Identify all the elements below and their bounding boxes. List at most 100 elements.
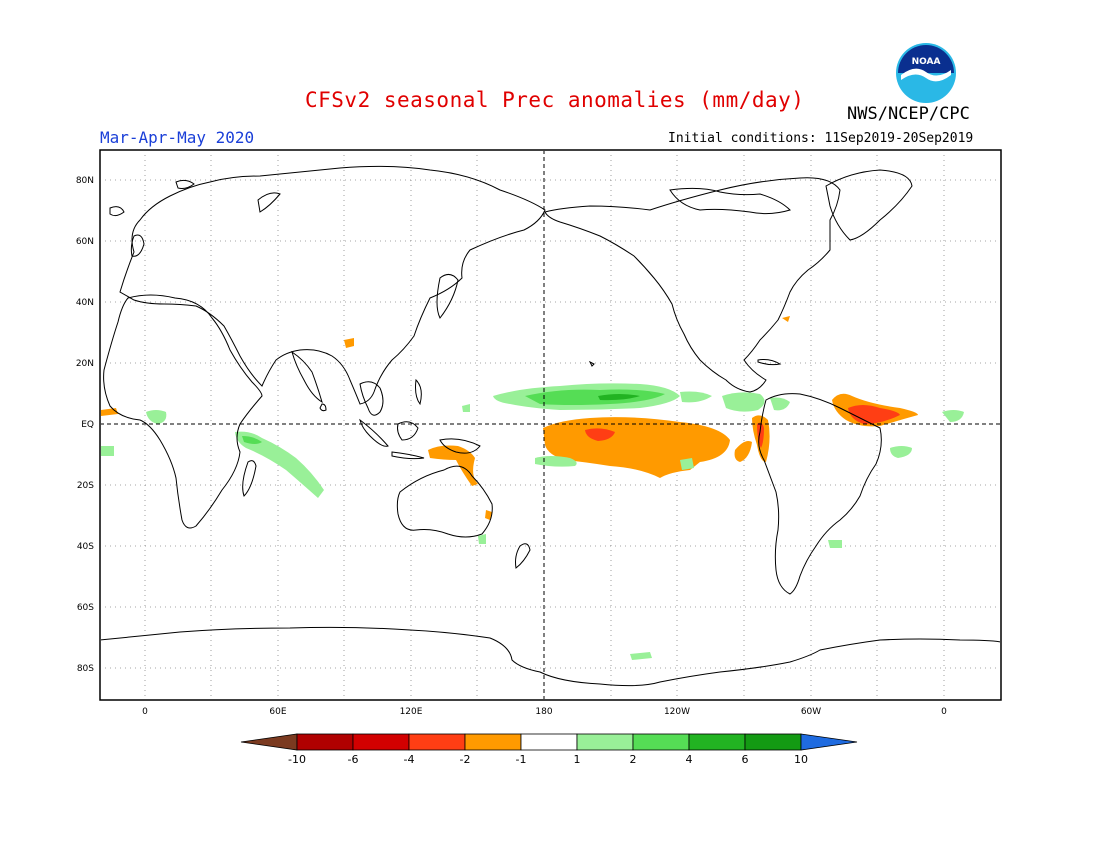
south-pacific-wet-strip xyxy=(535,456,577,467)
india-coastline xyxy=(291,350,323,404)
lat-label: EQ xyxy=(81,420,94,430)
sumatra-coastline xyxy=(359,418,389,447)
agency-label: NWS/NCEP/CPC xyxy=(847,104,970,124)
colorbar-label: -4 xyxy=(404,753,415,766)
colorbar-label: -6 xyxy=(348,753,359,766)
tasman-wet-patch xyxy=(478,534,486,544)
lon-label: 120W xyxy=(664,707,690,717)
lon-label: 60W xyxy=(801,707,821,717)
east-australia-dry-patch xyxy=(485,510,492,520)
colorbar-label: -2 xyxy=(460,753,471,766)
colorbar-segment xyxy=(464,733,522,751)
north-pacific-wet-max xyxy=(598,394,640,401)
colorbar-high-arrow xyxy=(800,733,858,751)
svalbard-coastline xyxy=(175,179,195,189)
new-zealand-coastline xyxy=(515,543,531,569)
lat-label: 40N xyxy=(76,298,94,308)
colorbar-segment xyxy=(744,733,802,751)
lat-label: 60N xyxy=(76,237,94,247)
lon-label: 180 xyxy=(535,707,552,717)
colorbar-label: 10 xyxy=(794,753,808,766)
gulf-guinea-wet-patch xyxy=(101,446,114,456)
east-pacific-wet-patch xyxy=(722,392,765,412)
east-pacific-dry-patch xyxy=(734,441,752,462)
south-atlantic-wet-patch xyxy=(828,540,842,548)
lat-label: 40S xyxy=(77,542,94,552)
new-guinea-coastline xyxy=(439,438,481,454)
colorbar-label: 1 xyxy=(574,753,581,766)
lat-label: 20N xyxy=(76,359,94,369)
lon-label: 120E xyxy=(400,707,423,717)
indian-ocean-wet-core xyxy=(242,436,262,444)
greenland-coastline xyxy=(825,169,913,241)
sri-lanka-coastline xyxy=(319,403,327,412)
noaa-logo-icon: NOAA xyxy=(895,42,957,104)
logo-text: NOAA xyxy=(912,57,941,67)
wet-anomaly-regions xyxy=(101,383,964,660)
southeast-us-dry-patch xyxy=(782,316,790,322)
colorbar-label: -1 xyxy=(516,753,527,766)
colorbar-label: 4 xyxy=(686,753,693,766)
eurasia-coastline xyxy=(119,165,546,405)
western-pacific-wet-patch xyxy=(462,404,470,412)
longitude-labels: 0 60E 120E 180 120W 60W 0 xyxy=(142,707,947,717)
lat-label: 80S xyxy=(77,664,94,674)
colorbar-labels: -10 -6 -4 -2 -1 1 2 4 6 10 xyxy=(288,753,808,766)
maritime-continent-dry-patch xyxy=(428,445,478,486)
grid-lines xyxy=(101,151,1000,699)
antarctica-coastline xyxy=(101,626,1000,687)
latitude-labels: 80N 60N 40N 20N EQ 20S 40S 60S 80S xyxy=(76,176,94,674)
philippines-coastline xyxy=(415,378,422,406)
lat-label: 80N xyxy=(76,176,94,186)
colorbar-label: 6 xyxy=(742,753,749,766)
iceland-coastline xyxy=(109,206,125,217)
southwest-atlantic-wet-patch xyxy=(890,446,912,458)
arctic-islands-coastline xyxy=(669,187,791,215)
atlantic-dry-core xyxy=(848,405,900,424)
north-america-coastline xyxy=(544,177,841,393)
central-pacific-dry-core xyxy=(585,428,615,441)
java-coastline xyxy=(391,451,425,460)
east-pacific-wet-band xyxy=(680,391,712,403)
lon-label: 0 xyxy=(142,707,148,717)
coastlines xyxy=(101,165,1000,687)
africa-coastline xyxy=(103,294,263,529)
south-america-coastline xyxy=(758,393,882,595)
east-pacific-south-wet-patch xyxy=(680,458,694,470)
colorbar-label: -10 xyxy=(288,753,306,766)
colorbar-segment xyxy=(296,733,354,751)
uk-coastline xyxy=(130,234,145,257)
colorbar xyxy=(240,733,858,751)
bay-of-bengal-dry-patch xyxy=(344,338,354,348)
colorbar-segment xyxy=(576,733,634,751)
southern-ocean-wet-patch xyxy=(630,652,652,660)
equatorial-atlantic-wet-patch xyxy=(942,410,964,422)
central-america-wet-patch xyxy=(770,397,790,411)
colorbar-segment xyxy=(520,733,578,751)
indian-ocean-wet-band xyxy=(235,431,324,498)
colorbar-low-arrow xyxy=(240,733,298,751)
lat-label: 60S xyxy=(77,603,94,613)
lon-label: 60E xyxy=(269,707,286,717)
map-title: CFSv2 seasonal Prec anomalies (mm/day) xyxy=(305,88,805,112)
colorbar-segment xyxy=(632,733,690,751)
indochina-coastline xyxy=(359,381,384,416)
north-pacific-wet-core xyxy=(525,389,665,405)
hawaii-coastline xyxy=(588,360,595,367)
australia-coastline xyxy=(396,465,493,538)
lon-label: 0 xyxy=(941,707,947,717)
colorbar-segment xyxy=(688,733,746,751)
forecast-period: Mar-Apr-May 2020 xyxy=(100,128,255,147)
colorbar-label: 2 xyxy=(630,753,637,766)
colorbar-segment xyxy=(352,733,410,751)
borneo-coastline xyxy=(397,421,419,441)
initial-conditions: Initial conditions: 11Sep2019-20Sep2019 xyxy=(668,131,974,146)
reference-lines xyxy=(101,151,1000,699)
cuba-coastline xyxy=(757,359,782,366)
madagascar-coastline xyxy=(242,460,257,497)
lat-label: 20S xyxy=(77,481,94,491)
japan-coastline xyxy=(436,274,459,319)
novaya-zemlya-coastline xyxy=(257,192,281,213)
colorbar-segment xyxy=(408,733,466,751)
